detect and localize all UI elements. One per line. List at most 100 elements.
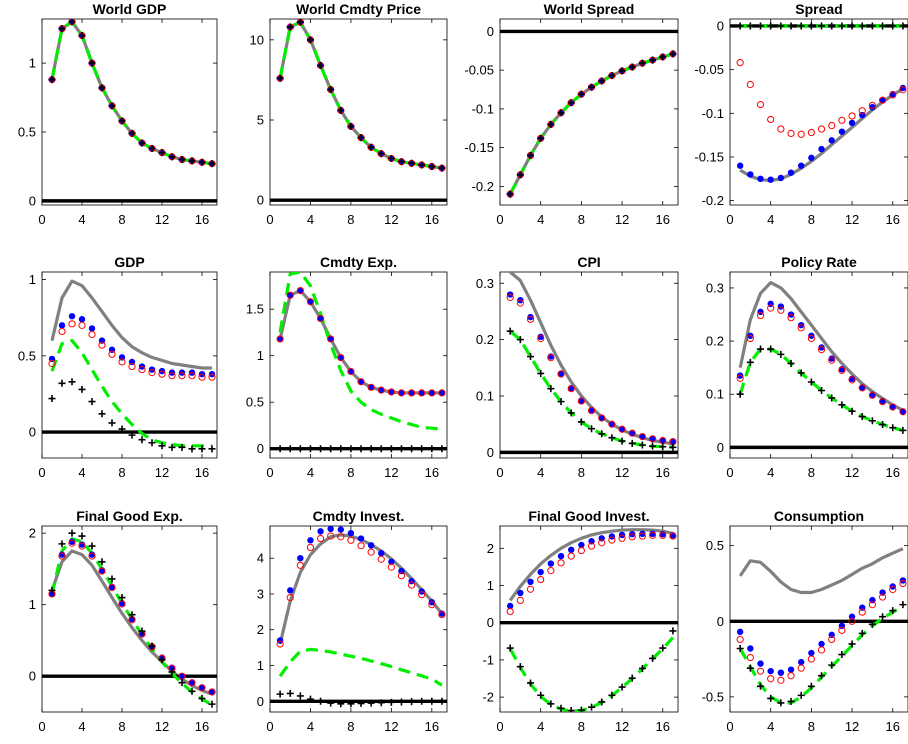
y-tick-label: 0.5 bbox=[706, 538, 724, 553]
plot-area bbox=[730, 547, 908, 707]
x-tick-label: 12 bbox=[155, 212, 169, 227]
black-plus-point bbox=[367, 445, 375, 453]
axes-box bbox=[41, 18, 218, 206]
black-plus-point bbox=[848, 407, 856, 415]
black-plus-point bbox=[387, 445, 395, 453]
x-tick-label: 12 bbox=[845, 719, 859, 734]
red-circle-point bbox=[88, 330, 96, 339]
black-plus-point bbox=[746, 22, 754, 30]
blue-dot-point bbox=[537, 333, 544, 341]
blue-dot-point bbox=[869, 103, 876, 111]
red-circle-point bbox=[98, 567, 106, 575]
black-plus-point bbox=[638, 664, 646, 672]
red-circle-point bbox=[296, 287, 304, 295]
black-plus-point bbox=[828, 394, 836, 402]
black-plus-point bbox=[628, 63, 636, 71]
black-plus-point bbox=[188, 445, 196, 453]
axes-box bbox=[499, 271, 679, 459]
blue-dot-point bbox=[787, 169, 795, 176]
red-circle-point bbox=[797, 324, 805, 332]
black-plus-point bbox=[879, 22, 887, 30]
x-tick-label: 0 bbox=[266, 719, 273, 734]
blue-dot-point bbox=[317, 528, 324, 535]
x-tick-label: 4 bbox=[537, 719, 544, 734]
black-plus-point bbox=[797, 22, 805, 30]
black-plus-point bbox=[858, 629, 866, 637]
red-circle-point bbox=[316, 314, 325, 323]
plot-area bbox=[42, 279, 217, 453]
series-gray-solid bbox=[278, 289, 442, 395]
blue-dot-point bbox=[736, 628, 744, 636]
black-plus-point bbox=[48, 395, 56, 403]
black-plus-point bbox=[208, 700, 216, 708]
y-tick-label: -1 bbox=[482, 652, 494, 667]
blue-dot-point bbox=[629, 430, 636, 437]
series-red-circles bbox=[276, 19, 446, 172]
red-circle-point bbox=[787, 129, 795, 137]
black-plus-point bbox=[178, 679, 186, 687]
red-circle-point bbox=[746, 80, 754, 89]
red-circle-point bbox=[608, 420, 616, 428]
x-tick-label: 16 bbox=[656, 212, 670, 227]
y-tick-label: 0 bbox=[29, 669, 36, 684]
red-circle-point bbox=[208, 688, 216, 696]
blue-dot-point bbox=[838, 128, 846, 135]
black-plus-point bbox=[327, 86, 335, 94]
blue-dot-point bbox=[357, 535, 365, 542]
black-plus-point bbox=[397, 445, 405, 453]
black-plus-point bbox=[408, 698, 416, 706]
red-circle-point bbox=[557, 559, 565, 567]
series-blue-dots bbox=[736, 577, 907, 676]
black-plus-point bbox=[868, 620, 876, 628]
black-plus-point bbox=[588, 703, 596, 711]
blue-dot-point bbox=[848, 119, 856, 127]
series-black-plus bbox=[506, 50, 677, 198]
black-plus-point bbox=[618, 67, 626, 75]
black-plus-point bbox=[777, 699, 785, 707]
x-tick-label: 4 bbox=[307, 719, 314, 734]
x-tick-label: 4 bbox=[767, 465, 774, 480]
black-plus-point bbox=[78, 385, 86, 393]
black-plus-point bbox=[889, 607, 897, 615]
black-plus-point bbox=[777, 350, 785, 358]
x-tick-label: 8 bbox=[578, 212, 585, 227]
x-tick-label: 16 bbox=[886, 719, 900, 734]
red-circle-point bbox=[858, 608, 866, 616]
red-circle-point bbox=[848, 617, 856, 625]
black-plus-point bbox=[408, 159, 416, 167]
black-plus-point bbox=[108, 419, 116, 427]
black-plus-point bbox=[649, 654, 657, 662]
plot-area bbox=[730, 281, 908, 450]
y-tick-label: 1.5 bbox=[246, 302, 264, 317]
blue-dot-point bbox=[818, 145, 825, 153]
red-circle-point bbox=[158, 370, 166, 378]
black-plus-point bbox=[357, 699, 365, 707]
red-circle-point bbox=[577, 397, 585, 405]
blue-dot-point bbox=[287, 292, 294, 299]
black-plus-point bbox=[377, 445, 385, 453]
x-tick-label: 16 bbox=[195, 465, 209, 480]
blue-dot-point bbox=[337, 526, 344, 533]
black-plus-point bbox=[527, 151, 535, 159]
black-plus-point bbox=[357, 445, 365, 453]
y-tick-label: 2 bbox=[29, 526, 36, 541]
black-plus-point bbox=[438, 697, 446, 705]
plot-area bbox=[270, 19, 447, 202]
x-tick-label: 0 bbox=[496, 212, 503, 227]
red-circle-point bbox=[377, 555, 385, 563]
x-tick-label: 12 bbox=[615, 719, 629, 734]
blue-dot-point bbox=[767, 667, 774, 675]
red-circle-point bbox=[537, 334, 545, 343]
y-tick-label: 0 bbox=[257, 694, 264, 709]
series-black-plus bbox=[48, 378, 216, 453]
series-gray-solid bbox=[508, 52, 674, 195]
black-plus-point bbox=[899, 601, 907, 609]
red-circle-point bbox=[817, 345, 826, 354]
blue-dot-point bbox=[178, 673, 186, 680]
blue-dot-point bbox=[337, 354, 344, 361]
black-plus-point bbox=[838, 22, 846, 30]
blue-dot-point bbox=[327, 526, 334, 533]
blue-dot-point bbox=[276, 335, 284, 343]
